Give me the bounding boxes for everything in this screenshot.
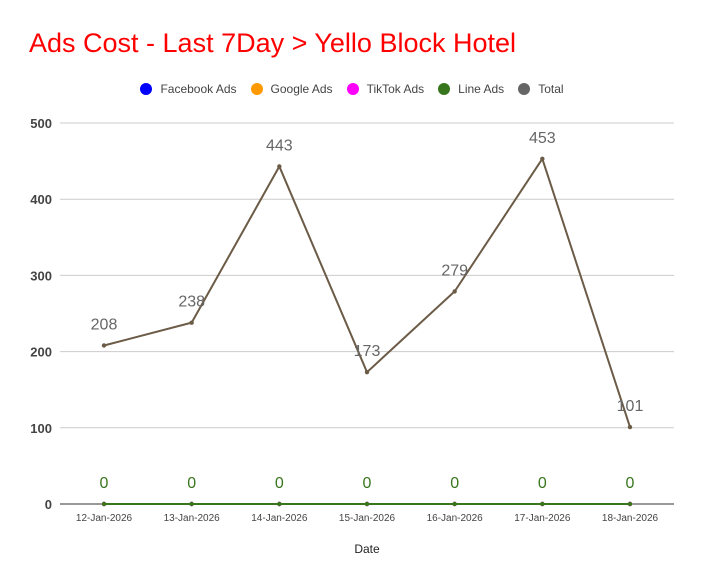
data-label: 0: [626, 475, 635, 492]
data-label: 279: [441, 262, 468, 279]
data-point: [101, 501, 107, 507]
x-tick-label: 15-Jan-2026: [339, 513, 396, 524]
y-tick-label: 100: [30, 421, 52, 436]
data-point: [101, 343, 107, 348]
legend-swatch: [250, 83, 263, 95]
data-point: [277, 501, 282, 507]
data-point: [189, 320, 194, 325]
data-label: 101: [617, 398, 644, 415]
legend-item[interactable]: Google Ads: [250, 80, 333, 98]
y-tick-label: 0: [45, 497, 52, 512]
y-tick-label: 400: [30, 192, 52, 207]
legend-swatch: [140, 83, 153, 95]
x-tick-label: 16-Jan-2026: [427, 513, 484, 524]
x-axis-label: Date: [354, 542, 380, 556]
chart-title: Ads Cost - Last 7Day > Yello Block Hotel: [29, 28, 517, 58]
data-label: 0: [450, 475, 459, 492]
legend-swatch: [518, 83, 531, 95]
data-label: 208: [91, 317, 118, 334]
y-tick-label: 500: [30, 116, 52, 131]
x-tick-label: 13-Jan-2026: [164, 513, 221, 524]
legend-label: Total: [538, 82, 564, 96]
data-label: 0: [100, 475, 109, 492]
data-point: [277, 164, 282, 169]
data-label: 443: [266, 137, 293, 154]
legend-item[interactable]: TikTok Ads: [346, 80, 425, 98]
data-label: 453: [529, 130, 556, 147]
chart-legend: Facebook Ads Google Ads TikTok Ads Line Ads…: [0, 80, 704, 98]
data-point: [627, 501, 633, 507]
data-point: [364, 501, 370, 507]
legend-label: Line Ads: [458, 82, 505, 96]
legend-swatch: [438, 83, 451, 95]
data-label: 0: [187, 475, 196, 492]
data-point: [452, 289, 457, 294]
legend-item[interactable]: Facebook Ads: [140, 80, 237, 98]
data-label: 0: [363, 475, 372, 492]
legend-label: Facebook Ads: [160, 82, 237, 96]
y-tick-label: 300: [30, 268, 52, 283]
legend-label: Google Ads: [270, 82, 333, 96]
legend-item[interactable]: Total: [518, 80, 564, 98]
y-tick-label: 200: [30, 345, 52, 360]
x-tick-label: 17-Jan-2026: [514, 513, 571, 524]
x-tick-label: 14-Jan-2026: [251, 513, 308, 524]
data-label: 238: [178, 294, 205, 311]
data-label: 0: [275, 475, 284, 492]
data-point: [189, 501, 194, 507]
legend-swatch: [346, 83, 359, 95]
x-tick-label: 18-Jan-2026: [602, 513, 659, 524]
x-tick-label: 12-Jan-2026: [76, 513, 133, 524]
data-label: 0: [538, 475, 547, 492]
data-point: [452, 501, 457, 507]
legend-item[interactable]: Line Ads: [438, 80, 504, 98]
data-point: [364, 369, 370, 375]
data-label: 173: [354, 343, 381, 360]
legend-label: TikTok Ads: [366, 82, 425, 96]
data-point: [540, 501, 545, 507]
data-point: [627, 424, 633, 430]
data-point: [540, 156, 545, 162]
